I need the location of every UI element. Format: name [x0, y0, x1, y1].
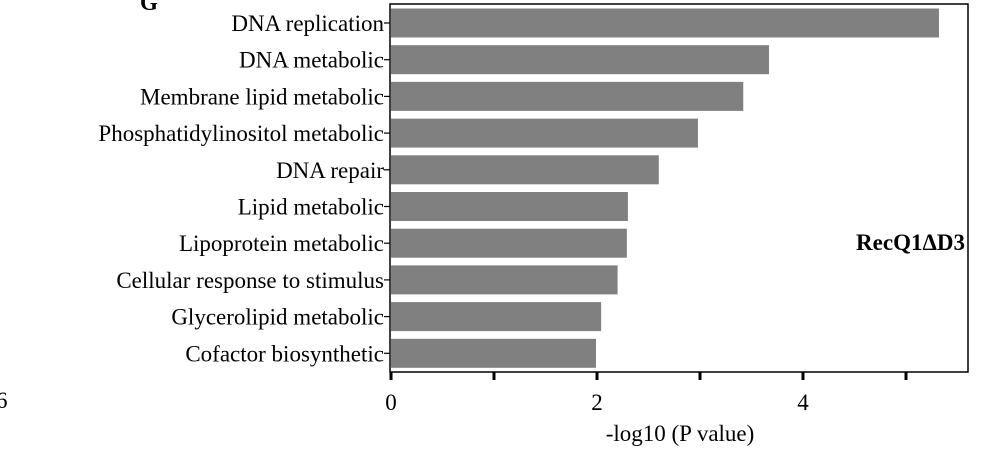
x-tick-label: 0	[385, 390, 397, 415]
bar	[391, 81, 744, 111]
category-label: DNA replication	[231, 11, 384, 36]
x-axis-title: -log10 (P value)	[606, 421, 755, 446]
bar	[391, 192, 628, 221]
bar	[391, 155, 659, 185]
bar	[391, 265, 618, 295]
x-tick-label: 2	[591, 390, 603, 415]
plot-frame	[389, 3, 969, 373]
bars-group	[391, 8, 939, 368]
category-label: Cellular response to stimulus	[116, 268, 384, 293]
bar	[391, 45, 770, 75]
bar	[391, 302, 602, 332]
category-label: Glycerolipid metabolic	[171, 305, 384, 330]
category-label: DNA repair	[276, 158, 384, 183]
bar	[391, 118, 698, 148]
category-label: Lipoprotein metabolic	[179, 231, 384, 256]
category-labels-group: DNA replication DNA metabolic Membrane lip…	[98, 11, 390, 366]
category-label: Cofactor biosynthetic	[185, 341, 384, 366]
chart-annotation: RecQ1ΔD3	[856, 230, 965, 255]
x-axis: 0 2 4	[385, 372, 908, 415]
cropped-panel-letter: G	[140, 0, 158, 15]
category-label: Phosphatidylinositol metabolic	[98, 121, 384, 146]
category-label: Membrane lipid metabolic	[140, 84, 384, 109]
bar	[391, 228, 627, 258]
bar	[391, 8, 939, 38]
category-label: DNA metabolic	[239, 48, 384, 73]
x-tick-label: 4	[797, 390, 809, 415]
cropped-axis-digit: 6	[0, 388, 8, 413]
bar	[391, 338, 596, 368]
category-label: Lipid metabolic	[238, 195, 384, 220]
